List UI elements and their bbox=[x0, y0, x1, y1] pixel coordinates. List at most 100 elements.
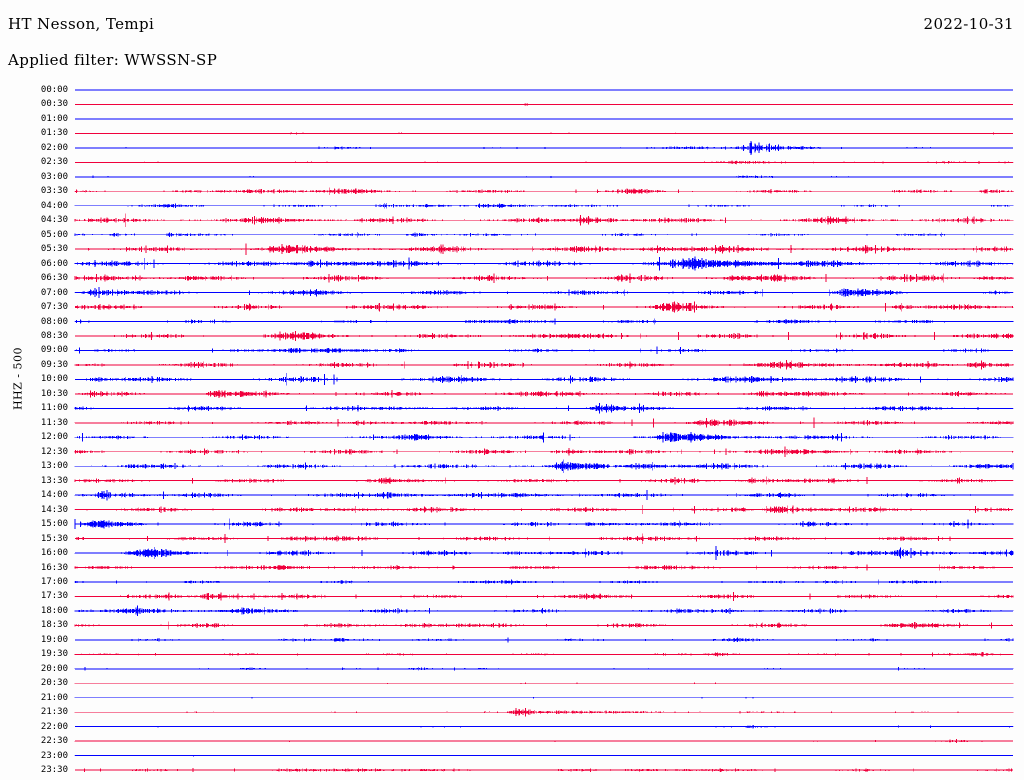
time-tick-label: 20:30 bbox=[40, 678, 68, 689]
trace-row bbox=[74, 682, 1014, 684]
trace-row bbox=[74, 140, 1014, 155]
time-tick-label: 00:00 bbox=[40, 85, 68, 95]
time-tick-label: 13:00 bbox=[40, 461, 68, 472]
time-tick-label: 12:00 bbox=[40, 432, 68, 443]
time-tick-label: 17:00 bbox=[40, 576, 68, 587]
trace-row bbox=[74, 754, 1014, 757]
trace-row bbox=[74, 403, 1014, 414]
trace-row bbox=[74, 118, 1014, 120]
time-tick-label: 11:00 bbox=[40, 403, 68, 414]
time-tick-label: 19:00 bbox=[40, 634, 68, 645]
time-tick-label: 03:00 bbox=[40, 171, 68, 182]
time-tick-label: 21:00 bbox=[40, 692, 68, 703]
trace-row bbox=[74, 360, 1014, 370]
time-tick-label: 04:00 bbox=[40, 200, 68, 211]
time-tick-label: 03:30 bbox=[40, 186, 68, 197]
time-tick-label: 14:30 bbox=[40, 504, 68, 515]
applied-filter-label: Applied filter: WWSSN-SP bbox=[8, 51, 218, 69]
time-tick-label: 17:30 bbox=[40, 591, 68, 602]
time-tick-label: 20:00 bbox=[40, 663, 68, 674]
trace-row bbox=[74, 187, 1014, 195]
trace-row bbox=[74, 652, 1014, 657]
time-tick-label: 22:30 bbox=[40, 736, 68, 747]
record-date: 2022-10-31 bbox=[923, 15, 1014, 33]
time-tick-label: 06:00 bbox=[40, 258, 68, 269]
trace-row bbox=[74, 459, 1014, 473]
time-tick-label: 22:00 bbox=[40, 721, 68, 732]
trace-row bbox=[74, 489, 1014, 501]
trace-row bbox=[74, 231, 1014, 238]
trace-row bbox=[75, 89, 1014, 91]
trace-row bbox=[74, 175, 1014, 179]
trace-row bbox=[74, 131, 1014, 135]
trace-row bbox=[74, 103, 1014, 106]
trace-row bbox=[74, 708, 1014, 717]
time-tick-label: 21:30 bbox=[40, 707, 68, 718]
trace-row bbox=[74, 287, 1014, 299]
trace-row bbox=[74, 446, 1014, 457]
time-tick-label: 23:00 bbox=[40, 750, 68, 761]
time-tick-label: 18:30 bbox=[40, 620, 68, 631]
trace-row bbox=[74, 318, 1014, 325]
time-tick-label: 15:00 bbox=[40, 519, 68, 530]
time-tick-label: 07:30 bbox=[40, 302, 68, 313]
trace-row bbox=[74, 331, 1014, 341]
time-tick-label: 10:30 bbox=[40, 388, 68, 399]
time-tick-label: 16:00 bbox=[40, 548, 68, 559]
time-tick-label: 02:00 bbox=[40, 142, 68, 153]
trace-row bbox=[74, 432, 1014, 443]
time-tick-label: 18:00 bbox=[40, 605, 68, 616]
trace-row bbox=[74, 546, 1014, 560]
time-tick-label: 12:30 bbox=[40, 446, 68, 457]
trace-row bbox=[75, 243, 1014, 255]
trace-row bbox=[74, 667, 1014, 671]
trace-row bbox=[74, 605, 1014, 617]
time-tick-label: 19:30 bbox=[40, 649, 68, 660]
trace-row bbox=[74, 564, 1014, 571]
trace-row bbox=[74, 202, 1014, 209]
time-tick-label: 14:00 bbox=[40, 490, 68, 501]
time-tick-label: 06:30 bbox=[40, 273, 68, 284]
trace-row bbox=[74, 505, 1014, 515]
trace-row bbox=[74, 389, 1014, 398]
time-tick-label: 02:30 bbox=[40, 157, 68, 168]
trace-row bbox=[74, 346, 1014, 355]
trace-row bbox=[74, 739, 1014, 744]
trace-row bbox=[74, 518, 1014, 530]
trace-row bbox=[74, 724, 1014, 729]
time-tick-label: 08:00 bbox=[40, 316, 68, 327]
trace-row bbox=[74, 476, 1014, 485]
time-tick-label: 16:30 bbox=[40, 562, 68, 573]
time-tick-label: 09:30 bbox=[40, 359, 68, 370]
trace-row bbox=[74, 533, 1014, 544]
trace-row bbox=[74, 621, 1014, 630]
time-tick-label: 11:30 bbox=[40, 417, 68, 428]
time-tick-label: 07:00 bbox=[40, 287, 68, 298]
time-tick-label: 10:00 bbox=[40, 374, 68, 385]
time-tick-label: 05:00 bbox=[40, 229, 68, 240]
time-tick-label: 00:30 bbox=[40, 99, 68, 110]
time-tick-label: 05:30 bbox=[40, 244, 68, 255]
trace-row bbox=[74, 591, 1014, 601]
trace-row bbox=[74, 160, 1014, 165]
time-tick-label: 23:30 bbox=[40, 765, 68, 776]
trace-row bbox=[74, 373, 1014, 386]
time-tick-label: 13:30 bbox=[40, 475, 68, 486]
trace-row bbox=[74, 256, 1014, 271]
trace-row bbox=[74, 273, 1014, 283]
page-title: HT Nesson, Tempi bbox=[8, 15, 155, 33]
trace-row bbox=[74, 637, 1014, 643]
trace-row bbox=[74, 768, 1014, 772]
time-tick-label: 01:30 bbox=[40, 128, 68, 139]
trace-row bbox=[74, 696, 1014, 699]
time-tick-label: 08:30 bbox=[40, 330, 68, 341]
trace-row bbox=[74, 417, 1014, 429]
time-tick-label: 09:00 bbox=[40, 345, 68, 356]
trace-row bbox=[74, 301, 1014, 313]
time-tick-label: 01:00 bbox=[40, 113, 68, 124]
trace-row bbox=[74, 213, 1014, 227]
time-tick-label: 04:30 bbox=[40, 215, 68, 226]
